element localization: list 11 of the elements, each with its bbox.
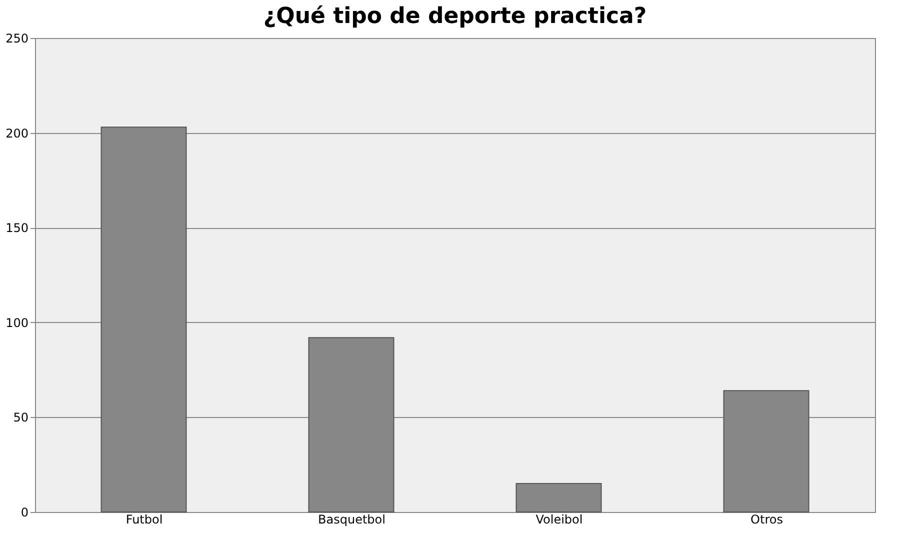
x-tick-label: Otros bbox=[750, 512, 783, 526]
y-tick-label: 50 bbox=[13, 410, 28, 425]
y-tick-label: 0 bbox=[20, 506, 28, 520]
y-tick-label: 150 bbox=[6, 221, 28, 236]
chart-title: ¿Qué tipo de deporte practica? bbox=[263, 4, 647, 29]
x-tick-label: Futbol bbox=[126, 512, 163, 526]
x-tick-label: Basquetbol bbox=[318, 512, 386, 526]
x-tick-label: Voleibol bbox=[536, 512, 583, 526]
y-tick-label: 250 bbox=[6, 32, 28, 46]
y-tick-label: 100 bbox=[6, 316, 28, 330]
y-tick-label: 200 bbox=[6, 126, 28, 140]
